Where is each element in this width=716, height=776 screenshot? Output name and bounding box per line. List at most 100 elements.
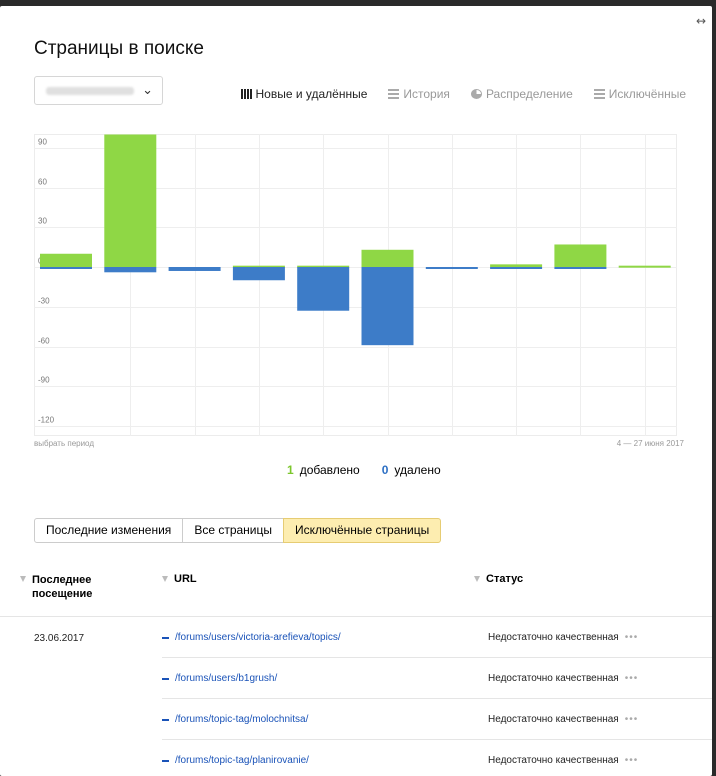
bar-removed — [40, 267, 92, 269]
legend-added: 1 добавлено — [287, 463, 360, 477]
table-row: /forums/topic-tag/molochnitsa/ Недостато… — [0, 699, 712, 740]
status-cell: Недостаточно качественная ••• — [488, 714, 638, 725]
tab-recent-changes[interactable]: Последние изменения — [34, 518, 184, 543]
tab-label: Распределение — [485, 87, 573, 101]
status-text: Недостаточно качественная — [488, 673, 619, 684]
bar-added — [297, 265, 350, 268]
row-divider — [162, 739, 712, 740]
dialog-window: ↔ Страницы в поиске ⌄ Новые и удалённые … — [0, 6, 712, 776]
url-link[interactable]: /forums/users/b1grush/ — [162, 673, 277, 684]
table-header: Последнее посещение URL Статус — [0, 573, 712, 617]
pie-icon — [470, 89, 482, 99]
bar-removed — [425, 267, 478, 269]
list-tabs: Последние изменения Все страницы Исключё… — [34, 518, 442, 543]
y-tick-label: 30 — [38, 217, 47, 226]
minus-icon[interactable] — [162, 759, 169, 762]
bar-removed — [554, 267, 607, 269]
table-body: 23.06.2017 /forums/users/victoria-arefie… — [0, 617, 712, 776]
y-tick-label: -60 — [38, 337, 50, 346]
tab-distribution[interactable]: Распределение — [470, 87, 573, 101]
chart[interactable]: 9060300-30-60-90-120 — [34, 134, 677, 436]
column-last-visit[interactable]: Последнее посещение — [20, 573, 92, 601]
url-link[interactable]: /forums/topic-tag/planirovanie/ — [162, 755, 309, 766]
status-text: Недостаточно качественная — [488, 632, 619, 643]
tab-history[interactable]: История — [388, 87, 450, 101]
url-text[interactable]: /forums/topic-tag/planirovanie/ — [175, 755, 309, 766]
column-url[interactable]: URL — [162, 573, 197, 585]
page-title: Страницы в поиске — [34, 38, 204, 59]
row-divider — [162, 698, 712, 699]
bar-removed — [168, 267, 221, 271]
column-label: Последнее посещение — [32, 573, 92, 601]
more-icon[interactable]: ••• — [624, 714, 639, 725]
column-label: URL — [174, 573, 197, 585]
tab-excluded-pages[interactable]: Исключённые страницы — [283, 518, 442, 543]
y-tick-label: 90 — [38, 138, 47, 147]
host-select-value — [46, 87, 134, 95]
column-label: Статус — [486, 573, 524, 585]
excluded-icon — [593, 89, 605, 99]
removed-label: удалено — [394, 463, 441, 477]
last-visit-date: 23.06.2017 — [34, 633, 85, 644]
column-label-line1: Последнее — [32, 574, 92, 586]
chart-view-tabs: Новые и удалённые История Распределение … — [240, 87, 686, 101]
bar-removed — [104, 267, 157, 273]
status-cell: Недостаточно качественная ••• — [488, 673, 638, 684]
bar-added — [490, 264, 543, 267]
bar-added — [361, 249, 414, 267]
bar-removed — [361, 267, 414, 346]
more-icon[interactable]: ••• — [624, 755, 639, 766]
column-status[interactable]: Статус — [474, 573, 523, 585]
minus-icon[interactable] — [162, 636, 169, 639]
bar-added — [40, 253, 92, 267]
url-text[interactable]: /forums/users/victoria-arefieva/topics/ — [175, 632, 341, 643]
tab-new-and-removed[interactable]: Новые и удалённые — [240, 87, 368, 101]
tab-all-pages[interactable]: Все страницы — [182, 518, 284, 543]
bar-removed — [490, 267, 543, 269]
table-row: /forums/users/b1grush/ Недостаточно каче… — [0, 658, 712, 699]
filter-icon[interactable] — [474, 576, 480, 582]
minus-icon[interactable] — [162, 677, 169, 680]
bar-removed — [232, 267, 285, 281]
tab-label: Новые и удалённые — [255, 87, 368, 101]
filter-icon[interactable] — [20, 576, 26, 582]
period-range: 4 — 27 июня 2017 — [616, 439, 684, 448]
minus-icon[interactable] — [162, 718, 169, 721]
bar-added — [554, 244, 607, 267]
host-select[interactable]: ⌄ — [34, 76, 163, 105]
bar-removed — [297, 267, 350, 311]
url-link[interactable]: /forums/users/victoria-arefieva/topics/ — [162, 632, 341, 643]
history-icon — [388, 89, 400, 99]
column-label-line2: посещение — [32, 588, 93, 600]
expand-icon[interactable]: ↔ — [695, 14, 706, 28]
row-divider — [162, 657, 712, 658]
chevron-down-icon: ⌄ — [142, 83, 153, 98]
added-count: 1 — [287, 463, 294, 477]
table-row: 23.06.2017 /forums/users/victoria-arefie… — [0, 617, 712, 658]
bar-added — [232, 265, 285, 268]
removed-count: 0 — [381, 463, 389, 477]
more-icon[interactable]: ••• — [624, 673, 639, 684]
tab-label: История — [403, 87, 450, 101]
added-label: добавлено — [299, 463, 360, 477]
y-tick-label: -120 — [38, 416, 55, 425]
url-link[interactable]: /forums/topic-tag/molochnitsa/ — [162, 714, 308, 725]
bar-added — [104, 134, 157, 267]
tab-label: Исключённые — [608, 87, 686, 101]
y-tick-label: 60 — [38, 178, 47, 187]
bar-chart-icon — [240, 89, 252, 99]
chart-legend: 1 добавлено 0 удалено — [287, 463, 441, 477]
status-text: Недостаточно качественная — [488, 714, 619, 725]
filter-icon[interactable] — [162, 576, 168, 582]
legend-removed: 0 удалено — [382, 463, 441, 477]
table-row: /forums/topic-tag/planirovanie/ Недостат… — [0, 740, 712, 776]
chart-svg: 9060300-30-60-90-120 — [34, 134, 677, 436]
url-text[interactable]: /forums/topic-tag/molochnitsa/ — [175, 714, 309, 725]
tab-excluded[interactable]: Исключённые — [593, 87, 686, 101]
status-text: Недостаточно качественная — [488, 755, 619, 766]
y-tick-label: -30 — [38, 297, 50, 306]
select-period-link[interactable]: выбрать период — [34, 439, 94, 448]
bar-added — [618, 265, 671, 268]
more-icon[interactable]: ••• — [624, 632, 639, 643]
url-text[interactable]: /forums/users/b1grush/ — [175, 673, 278, 684]
